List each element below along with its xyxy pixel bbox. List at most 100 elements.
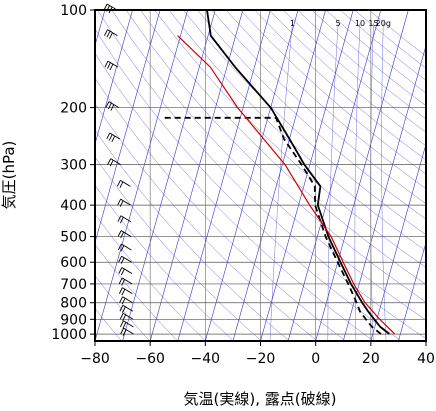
wind-barb-feather	[109, 32, 113, 39]
dewpoint-profile	[163, 116, 382, 335]
x-tick-label: −60	[135, 351, 165, 367]
wind-barb	[119, 304, 134, 313]
dry-adiabat-line	[111, 10, 426, 321]
dry-adiabat-line	[168, 10, 426, 252]
wind-barb-staff	[110, 158, 121, 166]
y-tick-label: 600	[60, 255, 87, 271]
mixing-ratio-label: 15	[368, 19, 378, 28]
wind-barb-feather	[120, 268, 125, 276]
dry-adiabat-line	[140, 10, 426, 285]
dry-adiabat-line	[95, 52, 374, 341]
wind-barb-feather	[122, 314, 127, 322]
wind-barb-feather	[121, 298, 126, 305]
mixing-ratio-label: 20g	[376, 19, 391, 28]
isotherm-line	[342, 44, 426, 341]
isotherm-line	[370, 142, 426, 341]
wind-barb-feather	[104, 60, 109, 68]
wind-barb-feather	[120, 257, 125, 264]
wind-barb-staff	[120, 179, 131, 187]
dry-adiabat-line	[97, 10, 426, 340]
mixing-ratio-line	[354, 23, 361, 341]
dry-adiabat-line	[95, 308, 122, 341]
wind-barb	[119, 296, 133, 305]
wind-barb-feather	[117, 230, 122, 237]
wind-barb-feather	[120, 245, 125, 252]
wind-barb-staff	[122, 312, 134, 320]
x-axis-ticks: −80 −60 −40 −20 0 20 40	[80, 341, 435, 367]
wind-barb-feather	[107, 102, 112, 110]
dry-adiabat-line	[197, 10, 426, 220]
wind-barb-feather	[119, 320, 124, 328]
wind-barb-feather	[106, 30, 111, 38]
wind-barb-staff	[122, 287, 133, 295]
y-axis-title: 気圧(hPa)	[0, 141, 18, 210]
dry-adiabat-line	[183, 10, 426, 236]
wind-barb-feather	[119, 200, 124, 207]
wind-barb-staff	[121, 277, 133, 285]
dry-adiabat-line	[268, 10, 426, 147]
wind-barb-feather	[122, 322, 127, 329]
parcel-path	[177, 35, 396, 335]
wind-barb-feather	[107, 62, 111, 69]
y-tick-label: 800	[60, 296, 87, 312]
x-tick-label: 40	[417, 351, 435, 367]
wind-barb-staff	[107, 60, 119, 68]
isotherm-line	[95, 10, 106, 47]
dry-adiabat-line	[95, 129, 290, 341]
wind-barb-feather	[118, 287, 123, 294]
y-tick-label: 100	[60, 3, 87, 19]
isotherm-line	[205, 10, 299, 341]
dry-adiabat-line	[282, 10, 426, 133]
wind-barb	[119, 320, 134, 329]
wind-barb-feather	[111, 135, 116, 143]
wind-barb-feather	[118, 256, 123, 263]
wind-barb	[118, 277, 133, 286]
pressure-grid	[94, 9, 427, 341]
wind-barb-feather	[109, 159, 114, 167]
wind-barb-staff	[120, 215, 132, 223]
mixing-ratio-label: 10	[355, 19, 365, 28]
dry-adiabat-line	[225, 10, 426, 189]
x-tick-label: −80	[80, 351, 110, 367]
wind-barb-feather	[120, 327, 125, 335]
wind-barb	[116, 179, 131, 189]
dry-adiabat-line	[125, 10, 426, 303]
mixing-ratio-line	[381, 23, 387, 341]
isotherm-line	[95, 10, 188, 341]
y-tick-label: 1000	[51, 327, 87, 343]
x-tick-label: −20	[246, 351, 276, 367]
wind-barb-feather	[119, 217, 124, 224]
x-tick-label: −40	[191, 351, 221, 367]
isotherm-line	[149, 10, 244, 341]
isotherm-line	[95, 10, 133, 146]
wind-barb	[107, 158, 121, 167]
wind-barb-feather	[121, 306, 126, 313]
wind-barb-staff	[121, 243, 132, 251]
dry-adiabat-line	[95, 28, 402, 341]
mixing-ratio-line	[269, 23, 293, 341]
wind-barb	[119, 312, 134, 322]
wind-barb-feather	[117, 198, 122, 206]
wind-barb	[105, 101, 120, 111]
wind-barb-feather	[105, 101, 110, 108]
wind-barb	[120, 327, 134, 336]
dry-adiabat-line	[95, 77, 346, 341]
wind-barb-staff	[120, 230, 132, 237]
wind-barb	[118, 287, 133, 296]
wind-barb-feather	[119, 181, 124, 189]
isotherm-line	[122, 10, 216, 341]
wind-barb-feather	[118, 267, 123, 274]
isotherm-line	[95, 10, 161, 244]
wind-barb-feather	[107, 158, 112, 165]
mixing-ratio-label: 5	[336, 19, 341, 28]
wind-barb-staff	[123, 320, 134, 328]
y-tick-label: 900	[60, 312, 87, 328]
wind-barb	[106, 132, 120, 143]
wind-barb-staff	[122, 304, 134, 312]
dry-adiabat-line	[95, 156, 262, 341]
wind-barb-feather	[106, 132, 111, 140]
wind-barb-feather	[119, 313, 124, 320]
